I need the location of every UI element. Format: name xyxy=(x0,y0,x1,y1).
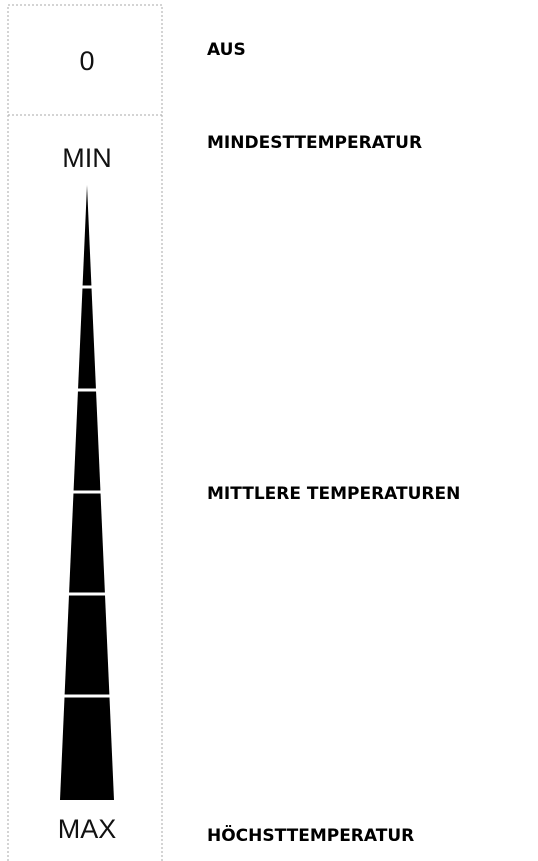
off-label: 0 xyxy=(79,46,94,76)
dial-frame xyxy=(7,4,163,861)
legend-mid: MITTLERE TEMPERATUREN xyxy=(207,484,460,504)
max-label: MAX xyxy=(58,814,117,844)
wedge-separators xyxy=(50,285,124,698)
legend-min: MINDESTTEMPERATUR xyxy=(207,133,422,153)
legend-off: AUS xyxy=(207,40,246,60)
legend-max: HÖCHSTTEMPERATUR xyxy=(207,824,414,846)
min-label: MIN xyxy=(62,143,112,173)
